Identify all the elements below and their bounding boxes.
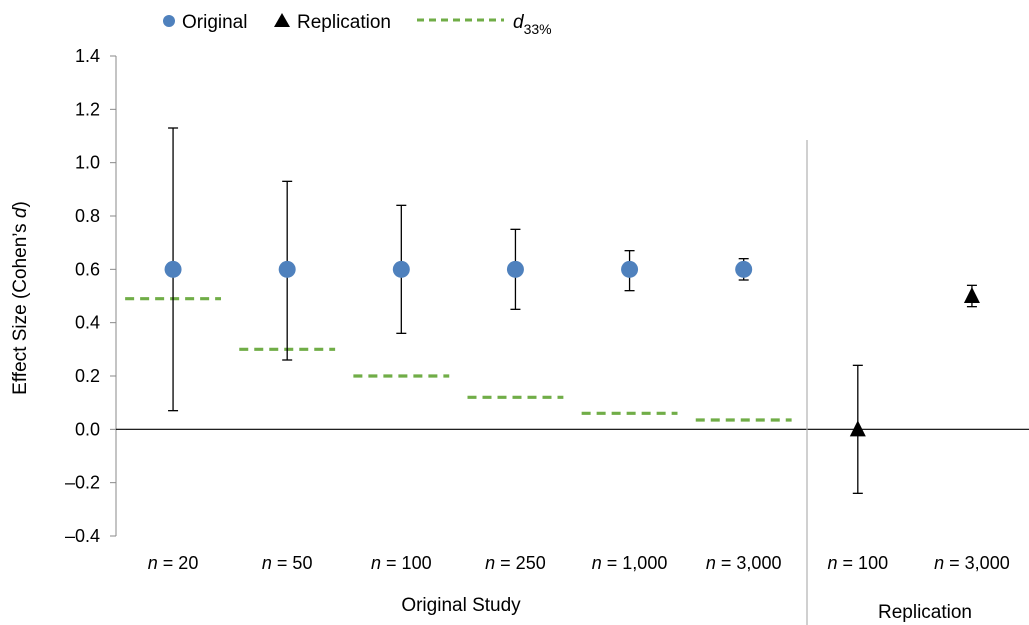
y-axis-label-italic: d bbox=[10, 206, 31, 218]
y-axis-label-main: Effect Size (Cohen’s bbox=[10, 218, 31, 395]
legend-item-original: Original bbox=[163, 12, 247, 33]
legend-item-replication: Replication bbox=[274, 12, 391, 33]
category-n-value: = 3,000 bbox=[716, 553, 782, 573]
category-n-italic: n bbox=[592, 553, 602, 573]
y-tick-label: 0.0 bbox=[75, 419, 100, 439]
category-n-value: = 20 bbox=[158, 553, 199, 573]
replication-point-marker bbox=[963, 287, 980, 303]
category-n-italic: n bbox=[934, 553, 944, 573]
error-bars bbox=[168, 127, 977, 494]
category-n-value: = 250 bbox=[495, 553, 546, 573]
category-label: n = 3,000 bbox=[706, 553, 782, 573]
group-label-replication: Replication bbox=[878, 602, 972, 623]
y-tick-label: 1.4 bbox=[75, 46, 100, 66]
category-label: n = 1,000 bbox=[592, 553, 668, 573]
legend-triangle-marker bbox=[274, 13, 290, 27]
original-point-marker bbox=[164, 260, 182, 278]
group-label-original-study: Original Study bbox=[401, 595, 521, 616]
category-n-value: = 3,000 bbox=[944, 553, 1010, 573]
y-axis-label: Effect Size (Cohen’s d) bbox=[10, 201, 31, 395]
original-point-marker bbox=[278, 260, 296, 278]
original-point-marker bbox=[506, 260, 524, 278]
y-tick-label: –0.2 bbox=[65, 473, 100, 493]
category-n-value: = 100 bbox=[838, 553, 889, 573]
category-n-italic: n bbox=[485, 553, 495, 573]
category-label: n = 50 bbox=[262, 553, 313, 573]
category-n-italic: n bbox=[706, 553, 716, 573]
legend-d-subscript: 33% bbox=[524, 21, 552, 37]
category-label: n = 250 bbox=[485, 553, 546, 573]
legend-label-d33: d33% bbox=[513, 12, 552, 37]
legend-circle-marker bbox=[163, 15, 175, 27]
legend-item-d33: d33% bbox=[417, 12, 552, 37]
category-n-value: = 1,000 bbox=[602, 553, 668, 573]
category-n-italic: n bbox=[828, 553, 838, 573]
category-label: n = 20 bbox=[148, 553, 199, 573]
y-tick-label: 1.0 bbox=[75, 153, 100, 173]
category-n-value: = 50 bbox=[272, 553, 313, 573]
original-point-marker bbox=[735, 260, 753, 278]
original-point-marker bbox=[621, 260, 639, 278]
y-tick-label: 0.6 bbox=[75, 259, 100, 279]
y-axis-ticks: 1.4 1.2 1.0 0.8 0.6 0.4 0.2 0.0 –0.2 –0.4 bbox=[65, 46, 116, 546]
original-point-marker bbox=[392, 260, 410, 278]
category-label: n = 100 bbox=[371, 553, 432, 573]
y-tick-label: 0.4 bbox=[75, 313, 100, 333]
y-tick-label: 0.8 bbox=[75, 206, 100, 226]
y-tick-label: 1.2 bbox=[75, 99, 100, 119]
legend-d-italic: d bbox=[513, 12, 525, 33]
data-markers bbox=[164, 260, 980, 437]
y-tick-label: 0.2 bbox=[75, 366, 100, 386]
category-n-italic: n bbox=[148, 553, 158, 573]
category-label: n = 100 bbox=[828, 553, 889, 573]
category-n-value: = 100 bbox=[381, 553, 432, 573]
category-n-italic: n bbox=[262, 553, 272, 573]
category-n-italic: n bbox=[371, 553, 381, 573]
legend-label-replication: Replication bbox=[297, 12, 391, 33]
category-label: n = 3,000 bbox=[934, 553, 1010, 573]
y-tick-label: –0.4 bbox=[65, 526, 100, 546]
category-labels: n = 20 n = 50 n = 100 n = 250 n = 1,000 n = 3… bbox=[148, 553, 1010, 573]
d33-series bbox=[125, 297, 792, 422]
legend: Original Replication d33% bbox=[163, 12, 552, 37]
y-axis-label-close: ) bbox=[10, 201, 31, 207]
legend-label-original: Original bbox=[182, 12, 247, 33]
replication-point-marker bbox=[849, 420, 866, 437]
